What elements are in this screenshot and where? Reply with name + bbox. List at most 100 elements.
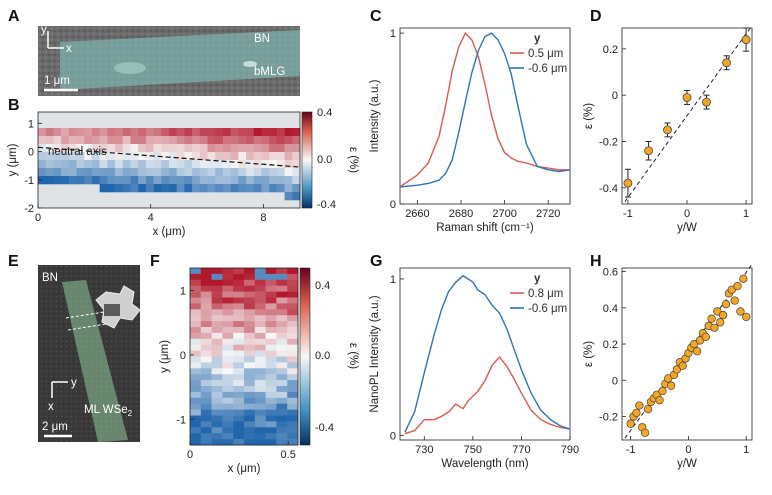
heatmap-cell [115, 152, 124, 161]
heatmap-cell [84, 176, 93, 185]
heatmap-cell [284, 136, 293, 145]
heatmap-cell [122, 160, 131, 169]
x-tick-label: 790 [561, 444, 579, 456]
heatmap-cell [169, 168, 178, 177]
colorbar-B-label: ε (%) [347, 147, 359, 173]
panel-H: H -1 0 1 0.6 0.4 0.2 0 -0.2 y/W ε (%) [583, 253, 753, 470]
heatmap-cell [207, 152, 216, 161]
heatmap-cell [38, 136, 47, 145]
data-point [692, 347, 702, 356]
heatmap-cell [254, 380, 266, 387]
heatmap-cell [91, 136, 100, 145]
heatmap-cell [192, 128, 201, 137]
heatmap-cell [284, 152, 293, 161]
legend-entry: -0.6 μm [528, 303, 567, 315]
heatmap-cell [53, 160, 62, 169]
heatmap-cell [176, 152, 185, 161]
heatmap-cell [107, 128, 116, 137]
heatmap-cell [246, 176, 255, 185]
heatmap-cell [192, 160, 201, 169]
heatmap-cell [269, 168, 278, 177]
plot-frame [399, 27, 571, 205]
panel-label-C: C [370, 8, 382, 25]
heatmap-cell [265, 374, 277, 381]
raman-chart: 2660 2680 2700 2720 0 1 Raman shift (cm⁻¹) Inte… [369, 27, 571, 234]
heatmap-cell [199, 128, 208, 137]
heatmap-cell [244, 327, 256, 334]
heatmap-cell [176, 176, 185, 185]
heatmap-cell [222, 321, 234, 328]
heatmap-cell [246, 136, 255, 145]
heatmap-cell [211, 386, 223, 393]
heatmap-cell [244, 439, 256, 446]
heatmap-cell [254, 439, 266, 446]
heatmap-cell [269, 184, 278, 193]
heatmap-cell [233, 344, 245, 351]
x-tick-label: 2700 [492, 208, 516, 220]
heatmap-cell [287, 279, 299, 286]
y-tick-label: -1 [24, 175, 34, 187]
heatmap-cell [190, 327, 202, 334]
heatmap-cell [199, 176, 208, 185]
heatmap-cell [207, 168, 216, 177]
heatmap-cell [184, 168, 193, 177]
heatmap-cell [287, 356, 299, 363]
heatmap-cell [53, 136, 62, 145]
heatmap-cell [190, 368, 202, 375]
heatmap-cell [153, 128, 162, 137]
heatmap-cell [230, 136, 239, 145]
axis-letter-y: y [41, 24, 47, 36]
heatmap-cell [233, 368, 245, 375]
heatmap-cell [68, 176, 77, 185]
heatmap-cell [190, 362, 202, 369]
heatmap-cell [190, 397, 202, 404]
heatmap-cell [222, 184, 231, 193]
heatmap-cell [246, 152, 255, 161]
heatmap-cell [211, 362, 223, 369]
heatmap-cell [192, 152, 201, 161]
heatmap-cell [253, 184, 262, 193]
heatmap-cell [122, 184, 131, 193]
heatmap-cell [261, 128, 270, 137]
heatmap-cell [253, 152, 262, 161]
y-tick-label: 0.2 [603, 44, 618, 56]
heatmap-cell [244, 362, 256, 369]
heatmap-cell [244, 403, 256, 410]
heatmap-cell [287, 350, 299, 357]
heatmap-cell [254, 268, 266, 275]
heatmap-cell [230, 128, 239, 137]
heatmap-cell [38, 160, 47, 169]
heatmap-cell [276, 415, 288, 422]
heatmap-cell [244, 374, 256, 381]
heatmap-cell [269, 128, 278, 137]
heatmap-cell [287, 415, 299, 422]
panel-label-A: A [8, 8, 20, 25]
y-tick-label: 0.6 [603, 267, 618, 279]
heatmap-cell [244, 309, 256, 316]
heatmap-cell [244, 368, 256, 375]
x-tick-label: 0 [684, 208, 690, 220]
heatmap-cell [145, 168, 154, 177]
heatmap-cell [287, 368, 299, 375]
y-tick-label: 0.2 [603, 339, 618, 351]
heatmap-cell [222, 144, 231, 153]
heatmap-cell [230, 160, 239, 169]
y-tick-label: 0 [390, 199, 396, 211]
data-point [678, 361, 687, 370]
heatmap-cell [207, 176, 216, 185]
colorbar-B-tick: -0.4 [317, 199, 336, 211]
heatmap-cell [233, 427, 245, 434]
fit-line [624, 25, 753, 202]
heatmap-cell [276, 152, 285, 161]
heatmap-cell [99, 184, 108, 193]
heatmap-cell [169, 128, 178, 137]
heatmap-cell [153, 160, 162, 169]
heatmap-cell [153, 136, 162, 145]
heatmap-cell [233, 291, 245, 298]
x-axis-label: x (μm) [153, 226, 186, 238]
heatmap-cell [211, 403, 223, 410]
heatmap-cell [230, 176, 239, 185]
heatmap-cell [253, 176, 262, 185]
heatmap-cell [287, 409, 299, 416]
heatmap-B-frame [37, 111, 301, 209]
